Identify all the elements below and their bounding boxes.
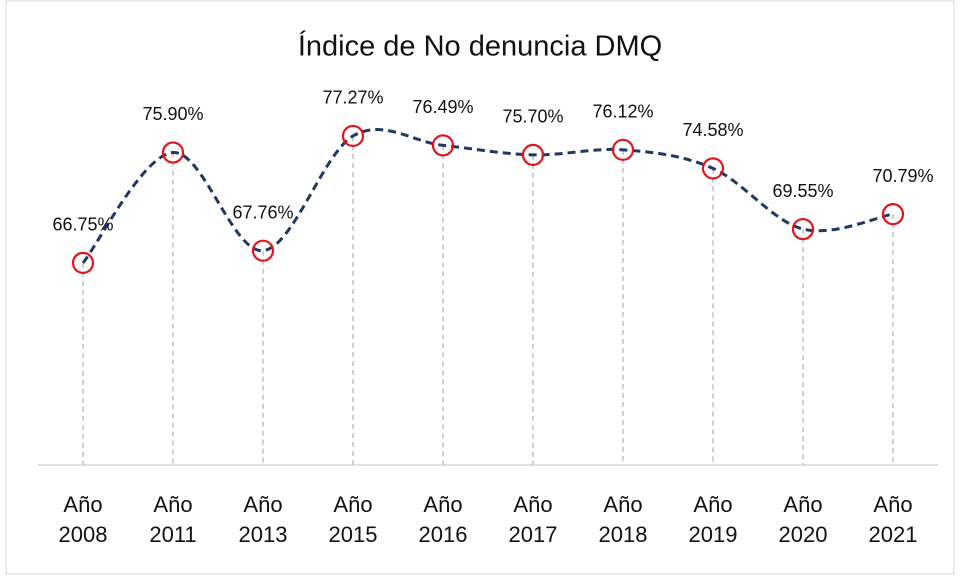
data-label: 77.27% (322, 88, 383, 108)
marker (881, 203, 905, 226)
marker (71, 251, 95, 274)
marker (161, 141, 185, 164)
x-tick-label: Año 2019 (688, 492, 738, 547)
x-tick-label: Año 2018 (598, 492, 648, 547)
line (81, 128, 894, 264)
x-tick-label: Año 2016 (418, 492, 468, 547)
marker (431, 134, 455, 157)
marker (701, 157, 725, 180)
chart-border (5, 0, 955, 575)
x-tick-label: Año 2013 (238, 492, 288, 547)
marker (251, 239, 275, 262)
data-label: 70.79% (872, 166, 933, 186)
data-label: 76.12% (592, 102, 653, 122)
x-tick-label: Año 2017 (508, 492, 558, 547)
x-tick-label: Año 2011 (149, 492, 197, 547)
marker (341, 124, 365, 148)
marker (521, 143, 545, 166)
marker (611, 138, 635, 161)
data-label: 74.58% (682, 120, 743, 140)
data-label: 69.55% (772, 181, 833, 201)
data-label: 67.76% (232, 202, 293, 222)
x-tick-label: Año 2008 (58, 492, 108, 547)
x-tick-label: Año 2015 (328, 492, 378, 547)
x-tick-label: Año 2021 (868, 492, 918, 547)
data-label: 66.75% (52, 215, 113, 235)
x-tick-label: Año 2020 (778, 492, 828, 547)
data-label: 75.90% (142, 104, 203, 124)
data-label: 76.49% (412, 97, 473, 117)
data-label: 75.70% (502, 107, 563, 127)
marker (791, 217, 815, 241)
chart-title: Índice de No denuncia DMQ (298, 30, 662, 63)
